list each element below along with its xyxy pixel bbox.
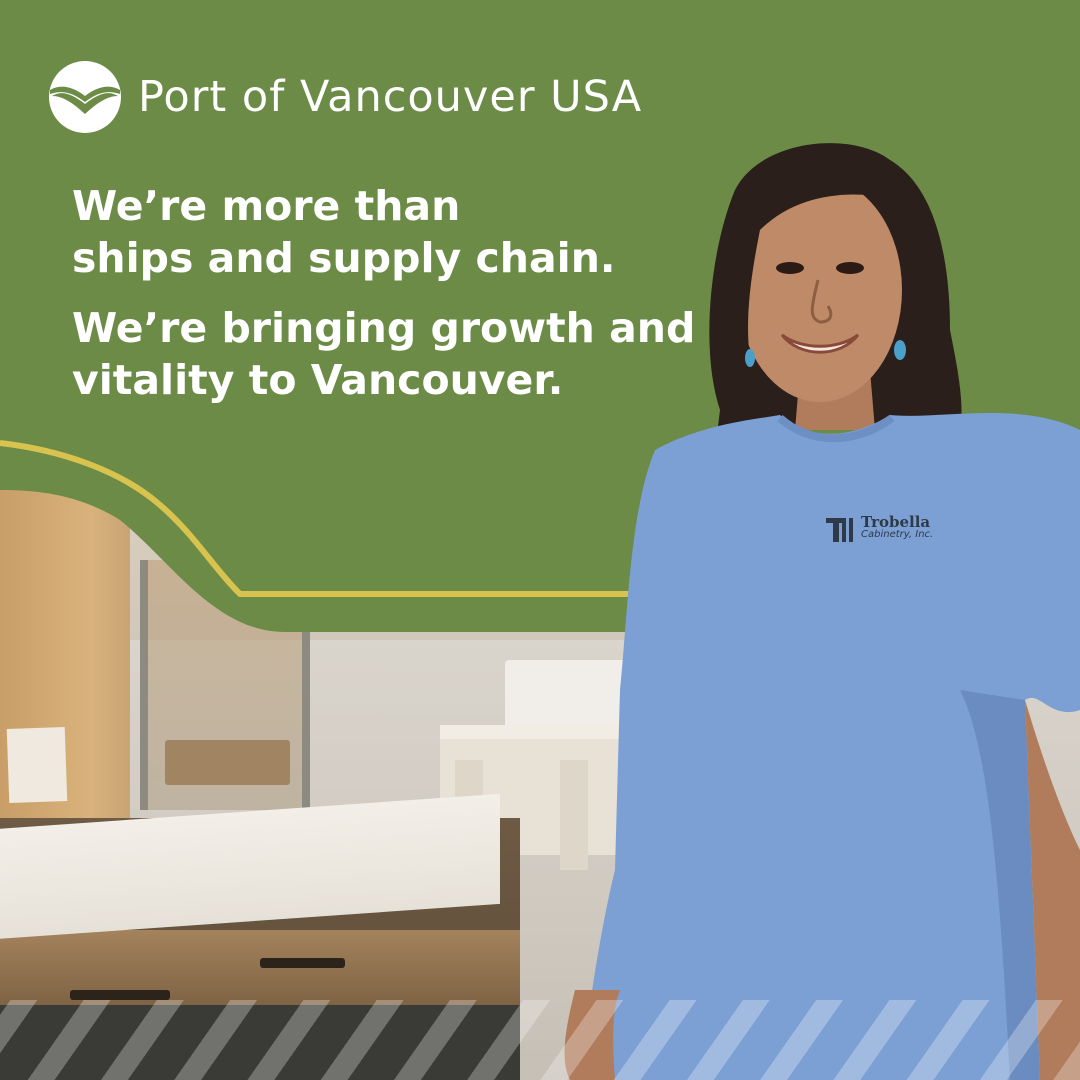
brand-logo: Port of Vancouver USA	[48, 60, 642, 134]
yellow-accent-curve	[0, 440, 650, 597]
face	[738, 178, 902, 402]
nose	[810, 279, 833, 324]
headline-line: We’re more than	[72, 182, 461, 230]
worker-portrait	[564, 143, 1080, 1080]
headline-line: We’re bringing growth and	[72, 304, 696, 352]
blue-tshirt	[580, 413, 1080, 1080]
arm	[1025, 700, 1080, 1080]
eye	[836, 262, 864, 274]
shirt-logo-text: Trobella Cabinetry, Inc.	[861, 513, 934, 541]
workbench-leg	[560, 760, 588, 870]
hand	[564, 990, 620, 1080]
table-handle-slot	[70, 990, 170, 1000]
diagonal-stripes	[0, 1000, 1080, 1080]
wood-cart	[165, 740, 290, 785]
plastic-bin	[505, 660, 630, 730]
shirt-collar	[777, 414, 895, 443]
headline-primary: We’re more than ships and supply chain.	[72, 180, 615, 284]
mouth	[780, 333, 860, 354]
headline-line: vitality to Vancouver.	[72, 356, 564, 404]
port-bird-logo-icon	[49, 61, 121, 133]
shirt-logo: Trobella Cabinetry, Inc.	[826, 513, 934, 544]
hair-front	[730, 175, 895, 360]
shirt-sub: Cabinetry, Inc.	[861, 529, 934, 540]
headline-secondary: We’re bringing growth and vitality to Va…	[72, 302, 695, 406]
shirt-shadow	[960, 690, 1040, 1080]
shirt-brand: Trobella	[861, 513, 931, 531]
earring	[894, 340, 906, 360]
eye	[776, 262, 804, 274]
table-handle-slot	[260, 958, 345, 968]
work-table-base	[0, 1005, 520, 1080]
headline-line: ships and supply chain.	[72, 234, 616, 282]
trobella-logo-icon	[826, 518, 853, 542]
earring	[745, 349, 755, 367]
brand-name: Port of Vancouver USA	[138, 72, 643, 122]
